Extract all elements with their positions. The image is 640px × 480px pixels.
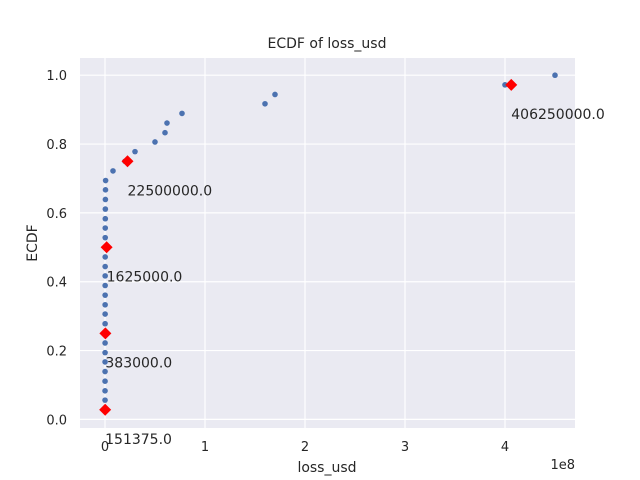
- ecdf-point: [502, 82, 508, 88]
- ecdf-point: [164, 120, 170, 126]
- quantile-markers: 151375.0 383000.0 1625000.0 22500000.0 40625…: [99, 78, 605, 448]
- ecdf-point: [102, 206, 109, 212]
- y-tick-label: 0.8: [46, 138, 67, 153]
- quantile-marker: [505, 78, 518, 91]
- quantile-marker: [121, 155, 134, 168]
- ecdf-point: [102, 359, 108, 365]
- ecdf-point: [102, 187, 109, 193]
- ecdf-point: [179, 110, 185, 117]
- x-tick-label: 3: [401, 440, 409, 455]
- quantile-label: 22500000.0: [128, 183, 213, 199]
- y-tick-label: 0.6: [46, 207, 67, 222]
- x-tick-label: 0: [101, 440, 109, 455]
- quantile-marker: [100, 241, 113, 254]
- quantile-label: 151375.0: [105, 432, 172, 448]
- ecdf-point: [102, 263, 108, 270]
- ecdf-point: [102, 388, 108, 394]
- ecdf-point: [132, 148, 138, 155]
- ecdf-point: [102, 234, 109, 241]
- ecdf-point: [102, 340, 108, 346]
- ecdf-point: [102, 254, 108, 260]
- ecdf-point: [102, 215, 109, 222]
- y-tick-label: 0.2: [46, 345, 67, 360]
- quantile-label: 1625000.0: [107, 269, 183, 285]
- x-tick-label: 2: [301, 440, 309, 455]
- ecdf-point: [102, 320, 108, 327]
- ecdf-point: [102, 282, 108, 289]
- ecdf-point: [110, 168, 116, 174]
- ecdf-point: [102, 397, 108, 403]
- x-axis-label: loss_usd: [297, 460, 356, 476]
- ecdf-point: [272, 91, 278, 98]
- ecdf-point: [152, 139, 158, 145]
- ecdf-point: [102, 301, 108, 308]
- ecdf-point: [162, 129, 168, 136]
- ecdf-point: [102, 368, 108, 375]
- plot-area: [80, 58, 575, 428]
- y-tick-labels: 0.0 0.2 0.4 0.6 0.8 1.0: [46, 69, 67, 428]
- quantile-marker: [99, 403, 112, 416]
- quantile-marker: [99, 327, 112, 340]
- grid-lines: [80, 58, 575, 428]
- ecdf-point: [102, 196, 109, 203]
- y-axis-label: ECDF: [25, 224, 41, 261]
- y-tick-label: 0.4: [46, 276, 67, 291]
- ecdf-point: [102, 311, 108, 317]
- x-scale-label: 1e8: [550, 458, 575, 473]
- ecdf-point: [102, 378, 108, 384]
- x-tick-labels: 0 1 2 3 4: [101, 440, 509, 455]
- ecdf-point: [102, 225, 109, 231]
- x-tick-label: 1: [201, 440, 209, 455]
- ecdf-point: [102, 292, 108, 298]
- quantile-label: 406250000.0: [511, 107, 605, 123]
- y-tick-label: 1.0: [46, 69, 67, 84]
- quantile-label: 383000.0: [105, 355, 172, 371]
- x-tick-label: 4: [501, 440, 509, 455]
- ecdf-point: [102, 349, 108, 356]
- ecdf-point: [262, 100, 268, 107]
- ecdf-point: [102, 177, 109, 184]
- ecdf-points: [102, 72, 558, 413]
- ecdf-point: [102, 273, 108, 279]
- chart-title: ECDF of loss_usd: [268, 36, 387, 52]
- ecdf-point: [552, 72, 558, 79]
- y-tick-label: 0.0: [46, 413, 67, 428]
